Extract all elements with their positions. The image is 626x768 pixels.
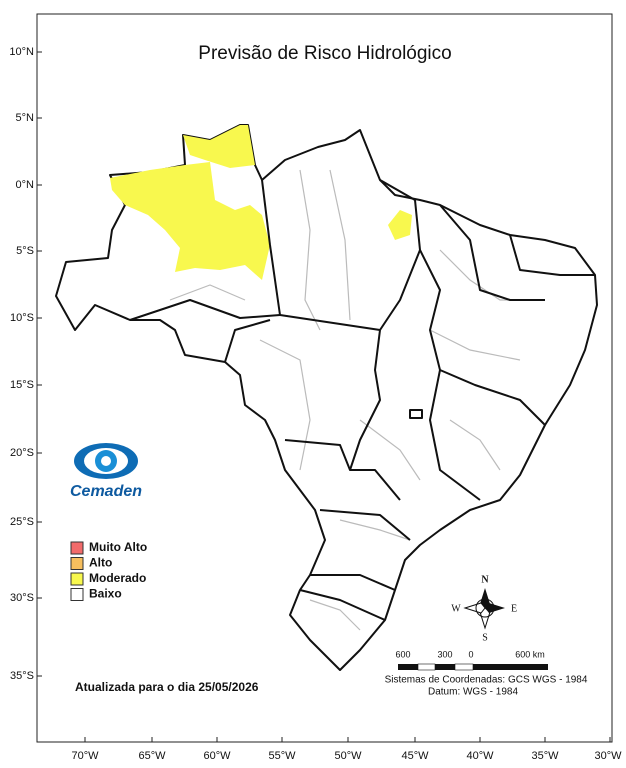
- legend-swatch: [70, 572, 84, 586]
- coordinate-system: Sistemas de Coordenadas: GCS WGS - 1984: [385, 675, 588, 686]
- scale-label: 600: [395, 649, 410, 659]
- lon-label: 70°W: [71, 750, 99, 762]
- lat-label: 35°S: [10, 670, 34, 682]
- state-borders: [129, 179, 595, 621]
- region-moderado: [388, 210, 412, 240]
- legend-label: Alto: [89, 556, 112, 570]
- scale-label: 0: [468, 649, 473, 659]
- compass-w: W: [451, 603, 461, 614]
- logo-text: Cemaden: [70, 483, 142, 500]
- lat-label: 10°S: [10, 312, 34, 324]
- map-title: Previsão de Risco Hidrológico: [198, 43, 451, 64]
- lon-label: 55°W: [268, 750, 296, 762]
- lat-label: 5°N: [16, 112, 35, 124]
- cemaden-logo: Cemaden: [70, 443, 142, 500]
- legend-swatch: [70, 588, 84, 601]
- region-moderado: [183, 125, 255, 168]
- brazil: [55, 124, 598, 671]
- lat-label: 5°S: [16, 245, 34, 257]
- lon-label: 50°W: [334, 750, 362, 762]
- graticule-labels: 10°N 5°N 0°N 5°S 10°S 15°S 20°S 25°S 30°S 35°S 70°…: [9, 46, 622, 762]
- compass-n: N: [481, 574, 489, 585]
- lat-label: 15°S: [10, 379, 34, 391]
- region-moderado: [110, 162, 270, 280]
- lon-label: 45°W: [401, 750, 429, 762]
- scale-bar: 600 300 0 600 km: [395, 649, 548, 671]
- lon-label: 30°W: [594, 750, 622, 762]
- legend-swatch: [70, 557, 84, 570]
- lat-label: 20°S: [10, 447, 34, 459]
- lon-label: 35°W: [531, 750, 559, 762]
- legend-label: Baixo: [89, 587, 122, 601]
- legend-swatch: [70, 541, 84, 555]
- lat-label: 30°S: [10, 592, 34, 604]
- lon-label: 40°W: [466, 750, 494, 762]
- scale-label: 600 km: [515, 649, 545, 659]
- date-note: Atualizada para o dia 25/05/2026: [75, 680, 259, 694]
- legend-label: Muito Alto: [89, 540, 147, 554]
- scale-label: 300: [437, 649, 452, 659]
- legend-label: Moderado: [89, 571, 146, 585]
- compass-s: S: [482, 632, 488, 643]
- municipal-borders: [169, 169, 540, 631]
- lat-label: 25°S: [10, 516, 34, 528]
- lat-label: 10°N: [9, 46, 34, 58]
- lon-label: 60°W: [203, 750, 231, 762]
- datum: Datum: WGS - 1984: [428, 687, 518, 698]
- lat-label: 0°N: [16, 179, 35, 191]
- lon-label: 65°W: [138, 750, 166, 762]
- compass-e: E: [511, 603, 517, 614]
- compass: N S E W: [451, 574, 517, 643]
